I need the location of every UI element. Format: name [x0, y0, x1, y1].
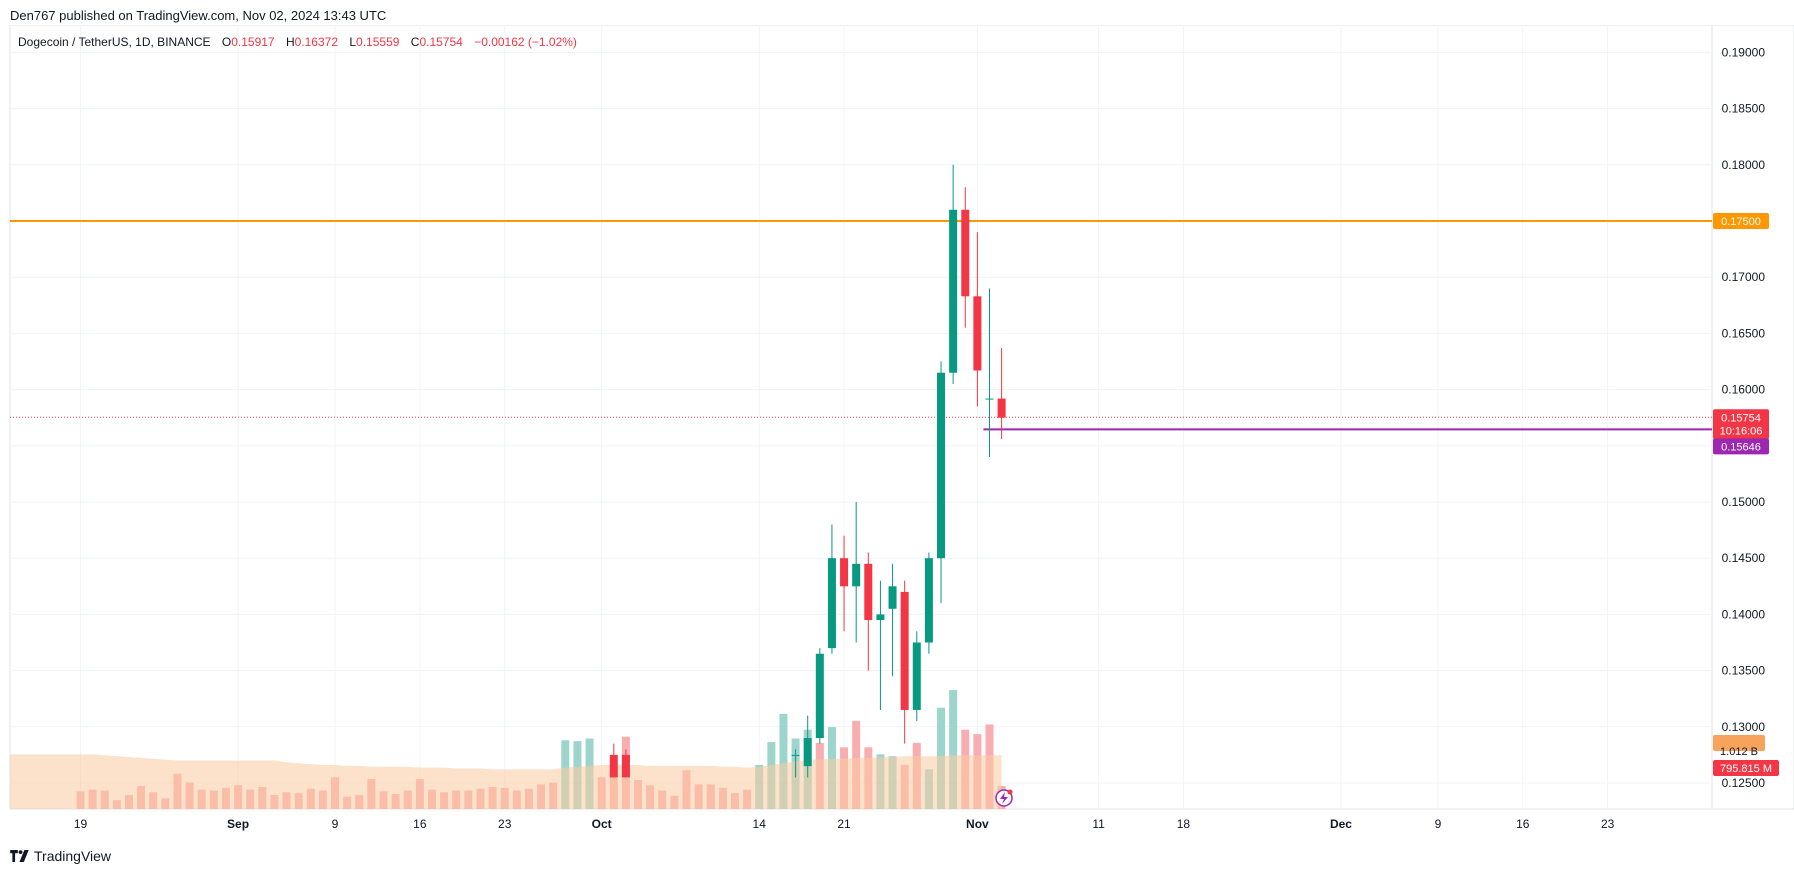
published-by-line: Den767 published on TradingView.com, Nov… [10, 8, 387, 23]
resistance-price-label-bg [1713, 213, 1769, 229]
candle-body [864, 563, 873, 621]
close-value: 0.15754 [419, 35, 463, 49]
candle-body [912, 642, 921, 710]
time-tick-label: 9 [1435, 817, 1442, 831]
time-tick-label: 18 [1177, 817, 1191, 831]
candle-body [961, 209, 970, 297]
time-tick-label: 14 [753, 817, 767, 831]
price-tick-label: 0.12500 [1722, 776, 1766, 790]
price-tick-label: 0.18000 [1722, 158, 1766, 172]
volume-last-label: 795.815 M [1720, 763, 1772, 775]
price-axis: 0.12500 0.13000 0.13500 0.14000 0.14500 0.150… [1722, 45, 1766, 790]
candle-body [609, 754, 618, 778]
volume-bar [779, 713, 788, 809]
price-tick-label: 0.16500 [1722, 326, 1766, 340]
candle-body [924, 558, 933, 643]
price-tick-label: 0.16000 [1722, 383, 1766, 397]
time-tick-label: 16 [413, 817, 427, 831]
candle-body [815, 653, 824, 739]
volume-pane [10, 690, 1006, 809]
alert-lightning-icon [995, 789, 1013, 807]
volume-ma-label-bg [1713, 735, 1765, 751]
candle-body [791, 754, 800, 756]
current-price-bg [1713, 409, 1769, 440]
price-tick-label: 0.13500 [1722, 664, 1766, 678]
low-label: L [349, 35, 357, 49]
volume-bar [949, 690, 958, 809]
time-tick-label: 19 [74, 817, 88, 831]
close-label: C [410, 35, 420, 49]
horizontal-lines [10, 220, 1712, 431]
support-price-label: 0.15646 [1721, 441, 1761, 453]
time-tick-label: 11 [1092, 817, 1105, 831]
candle-body [888, 586, 897, 609]
candle-body [985, 398, 994, 400]
tradingview-logo-icon [10, 850, 29, 862]
candle-body [876, 614, 885, 621]
price-tick-label: 0.14500 [1722, 551, 1766, 565]
time-tick-label: Oct [592, 817, 612, 831]
price-tick-label: 0.17000 [1722, 270, 1766, 284]
candle-body [949, 209, 958, 373]
time-tick-label: Dec [1330, 817, 1352, 831]
price-tick-label: 0.14000 [1722, 607, 1766, 621]
price-tick-label: 0.18500 [1722, 102, 1766, 116]
candle-body [997, 398, 1006, 418]
candle-body [621, 754, 630, 778]
time-tick-label: Nov [966, 817, 989, 831]
alert-bolt [1000, 792, 1008, 804]
time-tick-label: 21 [837, 817, 851, 831]
candle-body [840, 558, 849, 587]
countdown-label: 10:16:06 [1720, 425, 1763, 437]
time-tick-label: 16 [1516, 817, 1530, 831]
symbol-name[interactable]: Dogecoin / TetherUS, 1D, BINANCE [18, 35, 211, 49]
volume-ma-area [10, 754, 1002, 809]
candle-body [973, 296, 982, 371]
candle-body [900, 591, 909, 710]
resistance-price-label: 0.17500 [1721, 216, 1761, 228]
price-tick-label: 0.13000 [1722, 720, 1766, 734]
support-price-label-bg [1713, 438, 1769, 455]
alert-dot [1007, 789, 1013, 795]
time-tick-label: 23 [498, 817, 512, 831]
candle-body [803, 738, 812, 767]
price-tick-label: 0.15000 [1722, 495, 1766, 509]
candle-body [852, 563, 861, 587]
high-value: 0.16372 [294, 35, 339, 49]
time-tick-label: 9 [332, 817, 339, 831]
volume-last-label-bg [1713, 760, 1779, 776]
price-chart[interactable]: 0.12500 0.13000 0.13500 0.14000 0.14500 0.150… [0, 25, 1794, 839]
symbol-legend: Dogecoin / TetherUS, 1D, BINANCE O0.1591… [18, 35, 577, 49]
open-value: 0.15917 [231, 35, 275, 49]
tradingview-footer[interactable]: TradingView [10, 848, 111, 864]
candle-body [937, 372, 946, 559]
current-price-label: 0.15754 [1721, 412, 1761, 424]
price-tick-label: 0.19000 [1722, 45, 1766, 59]
brand-name: TradingView [34, 848, 112, 864]
time-tick-label: 23 [1601, 817, 1615, 831]
change-value: −0.00162 (−1.02%) [474, 35, 577, 49]
volume-ma-label: 1.012 B [1720, 746, 1758, 758]
candle-body [827, 558, 836, 649]
high-label: H [285, 35, 295, 49]
open-label: O [221, 35, 232, 49]
candles [609, 164, 1006, 778]
time-axis: 19 Sep 9 16 23 Oct 14 21 Nov 11 18 Dec 9 16 23 [74, 817, 1615, 831]
time-tick-label: Sep [227, 817, 249, 831]
low-value: 0.15559 [356, 35, 400, 49]
